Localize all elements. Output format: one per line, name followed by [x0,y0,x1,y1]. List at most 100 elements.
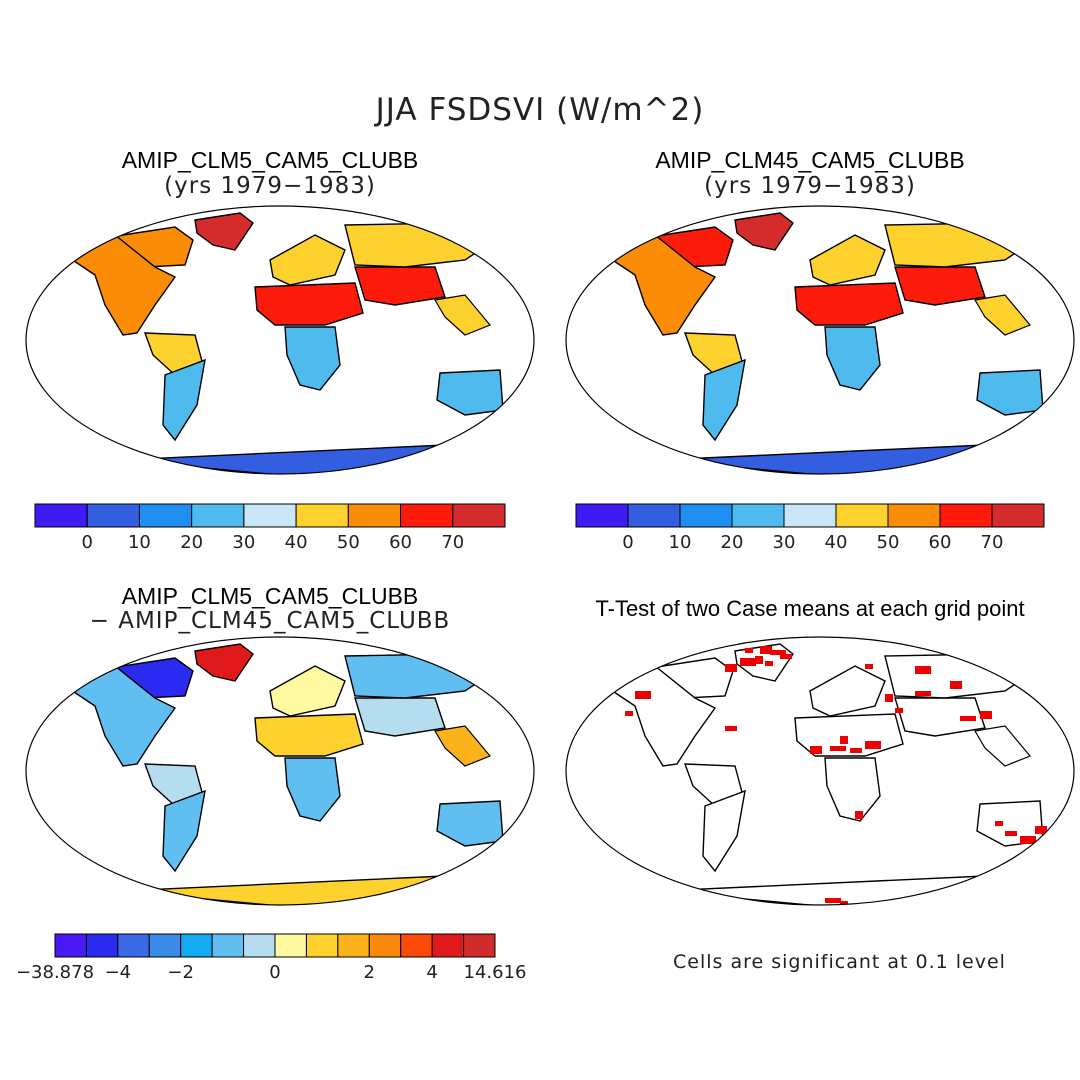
region-south-america-south- [702,789,746,873]
significant-cell [755,656,763,664]
colorbar-tick-label: 50 [876,532,900,553]
colorbar-swatch [991,503,1045,528]
region-tibet [894,266,986,306]
colorbar-tick-label: 40 [824,532,848,553]
map-difference [25,636,535,906]
colorbar-swatch [431,933,465,958]
colorbar-tick-label: 20 [180,532,204,553]
colorbar-clm5 [34,503,506,528]
region-southern-africa [824,757,881,822]
region-north-africa-sahara [254,713,364,757]
colorbar-tick-label: 30 [232,532,256,553]
region-greenland [194,212,254,251]
map-clm45 [565,205,1075,475]
significant-cell [850,748,862,753]
region-tibet [894,697,986,737]
region-south-america-south- [702,358,746,442]
significant-cell [725,664,737,672]
colorbar-swatch [85,933,119,958]
panel-2-subtitle: (yrs 1979−1983) [704,173,916,199]
region-europe [809,234,886,286]
colorbar-swatch [783,503,837,528]
significant-cell [915,691,931,696]
colorbar-tick-label: −38.878 [15,962,95,983]
significant-cell [625,711,633,716]
colorbar-tick-label: 70 [441,532,465,553]
colorbar-swatch [575,503,629,528]
panel-3-title: AMIP_CLM5_CAM5_CLUBB [121,583,419,609]
colorbar-tick-label: 10 [127,532,151,553]
colorbar-swatch [295,503,349,528]
colorbar-swatch [400,503,454,528]
significant-cell [1005,831,1017,836]
significant-cell [960,716,976,721]
colorbar-swatch [211,933,245,958]
panel-2-title: AMIP_CLM45_CAM5_CLUBB [655,147,965,173]
region-se-asia [434,294,491,336]
significant-cell [780,654,792,659]
colorbar-swatch [400,933,433,958]
significant-cell [740,658,756,666]
colorbar-tick-label: −2 [167,962,194,983]
colorbar-swatch [180,933,213,958]
region-greenland [734,212,794,251]
significant-cell [765,661,773,666]
significant-cell [985,656,1001,661]
significant-cell [840,736,848,744]
colorbar-swatch [463,933,496,958]
region-europe [269,665,346,717]
region-tibet [354,266,446,306]
region-australia [436,369,504,416]
significant-cell [725,726,737,731]
colorbar-swatch [337,933,370,958]
significant-cell [635,691,651,699]
significant-cell [840,901,848,905]
region-se-asia [434,725,491,767]
map-ttest [565,636,1075,906]
region-south-america-south- [162,789,206,873]
significant-cell [950,681,962,689]
significance-note: Cells are significant at 0.1 level [673,951,1006,973]
colorbar-swatch [679,503,733,528]
significant-cell [865,664,873,669]
region-southern-africa [824,326,881,391]
region-north-america [604,234,717,336]
region-tibet [354,697,446,737]
region-southern-africa [284,326,341,391]
colorbar-swatch [54,933,87,958]
colorbar-swatch [148,933,182,958]
colorbar-swatch [452,503,506,528]
colorbar-tick-label: 70 [980,532,1004,553]
colorbar-swatch [117,933,150,958]
region-se-asia [974,294,1031,336]
significant-cell [855,811,863,819]
colorbar-swatch [274,933,307,958]
colorbar-swatch [191,503,245,528]
region-north-america [64,665,177,767]
significant-cell [825,898,841,903]
colorbar-swatch [347,503,402,528]
colorbar-swatch [243,503,297,528]
significant-cell [995,821,1003,826]
region-europe [809,665,886,717]
colorbar-tick-label: 14.616 [463,962,527,983]
significant-cell [980,711,992,719]
colorbar-swatch [34,503,88,528]
colorbar-swatch [835,503,889,528]
region-europe [269,234,346,286]
region-north-america [604,665,717,767]
colorbar-tick-label: 4 [426,962,438,983]
significant-cell [830,746,846,751]
region-south-america-south- [162,358,206,442]
significant-cell [1035,826,1047,834]
significant-cell [810,746,822,754]
colorbar-swatch [138,503,193,528]
colorbar-tick-label: 20 [720,532,744,553]
region-australia [976,369,1044,416]
colorbar-swatch [86,503,140,528]
colorbar-tick-label: 60 [389,532,412,553]
panel-1-title: AMIP_CLM5_CAM5_CLUBB [121,147,419,173]
colorbar-clm45 [575,503,1045,528]
region-north-africa-sahara [254,282,364,326]
figure-title: JJA FSDSVI (W/m^2) [375,92,705,128]
